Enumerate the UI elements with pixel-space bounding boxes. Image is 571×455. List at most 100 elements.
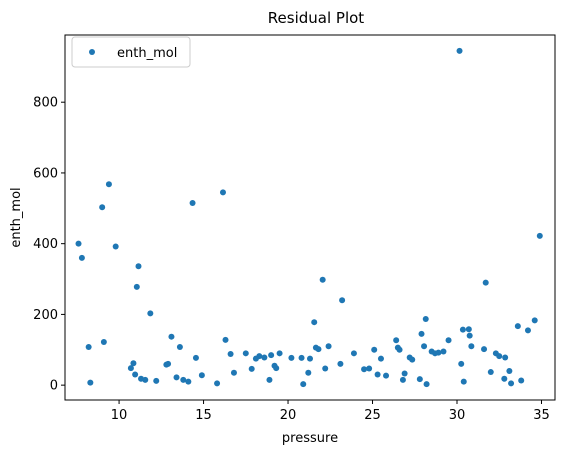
data-point: [339, 297, 346, 304]
data-point: [459, 326, 466, 333]
data-point: [185, 378, 192, 385]
plot-marks: [75, 47, 543, 388]
data-point: [173, 374, 180, 381]
data-point: [456, 47, 463, 54]
data-point: [261, 354, 268, 361]
data-point: [393, 337, 400, 344]
data-point: [268, 352, 275, 359]
x-axis-label: pressure: [282, 431, 338, 446]
data-point: [325, 343, 332, 350]
data-point: [298, 354, 305, 361]
data-point: [350, 350, 357, 357]
data-point: [481, 346, 488, 353]
data-point: [168, 333, 175, 340]
y-tick-label: 200: [33, 308, 58, 323]
legend: enth_mol: [71, 36, 191, 68]
x-tick-label: 25: [364, 408, 381, 423]
data-point: [396, 346, 403, 353]
data-point: [105, 181, 112, 188]
data-point: [273, 365, 280, 372]
data-point: [458, 360, 465, 367]
data-point: [518, 377, 525, 384]
data-point: [445, 337, 452, 344]
x-tick-label: 10: [111, 408, 128, 423]
data-point: [536, 232, 543, 239]
data-point: [219, 189, 226, 196]
data-point: [371, 346, 378, 353]
data-point: [288, 354, 295, 361]
data-point: [85, 343, 92, 350]
data-point: [361, 366, 368, 373]
data-point: [180, 376, 187, 383]
data-point: [276, 350, 283, 357]
x-tick-label: 35: [533, 408, 550, 423]
chart-title: Residual Plot: [268, 9, 365, 27]
data-point: [496, 353, 503, 360]
data-point: [242, 350, 249, 357]
data-point: [266, 376, 273, 383]
data-point: [374, 371, 381, 378]
data-point: [366, 365, 373, 372]
data-point: [502, 354, 509, 361]
data-point: [248, 365, 255, 372]
data-point: [322, 365, 329, 372]
data-point: [466, 332, 473, 339]
data-point: [465, 326, 472, 333]
data-point: [147, 310, 154, 317]
y-axis-label: enth_mol: [9, 187, 24, 247]
data-point: [132, 371, 139, 378]
data-point: [383, 372, 390, 379]
y-tick-label: 400: [33, 237, 58, 252]
data-point: [142, 376, 149, 383]
data-point: [401, 370, 408, 377]
data-point: [418, 330, 425, 337]
data-point: [514, 323, 521, 330]
data-point: [112, 243, 119, 250]
data-point: [135, 263, 142, 270]
data-point: [416, 376, 423, 383]
data-point: [133, 283, 140, 290]
data-point: [460, 378, 467, 385]
data-point: [531, 317, 538, 324]
axis-ticks: 10 15 20 25 30 35 0 200 400 600 800: [33, 96, 550, 423]
y-tick-label: 600: [33, 166, 58, 181]
data-point: [524, 327, 531, 334]
data-point: [214, 380, 221, 387]
data-point: [506, 367, 513, 374]
data-point: [198, 372, 205, 379]
data-point: [176, 343, 183, 350]
data-point: [99, 204, 106, 211]
data-point: [127, 365, 134, 372]
data-point: [440, 348, 447, 355]
data-point: [189, 199, 196, 206]
data-point: [227, 351, 234, 358]
data-point: [75, 240, 82, 247]
y-tick-label: 0: [50, 379, 58, 394]
data-point: [130, 360, 137, 367]
data-point: [399, 376, 406, 383]
data-point: [337, 360, 344, 367]
data-point: [192, 354, 199, 361]
data-point: [256, 353, 263, 360]
plot-frame: [64, 34, 556, 401]
data-point: [222, 336, 229, 343]
data-point: [409, 356, 416, 363]
data-point: [435, 349, 442, 356]
x-tick-label: 15: [195, 408, 212, 423]
data-point: [100, 338, 107, 345]
legend-box: [71, 36, 191, 68]
data-point: [87, 379, 94, 386]
data-point: [501, 375, 508, 382]
legend-marker: [89, 49, 95, 55]
data-point: [377, 355, 384, 362]
x-tick-label: 30: [449, 408, 466, 423]
y-tick-label: 800: [33, 96, 58, 111]
data-point: [307, 355, 313, 362]
data-point: [315, 346, 322, 353]
data-point: [165, 360, 172, 367]
data-point: [300, 381, 307, 388]
data-point: [482, 279, 489, 286]
data-point: [468, 343, 475, 350]
